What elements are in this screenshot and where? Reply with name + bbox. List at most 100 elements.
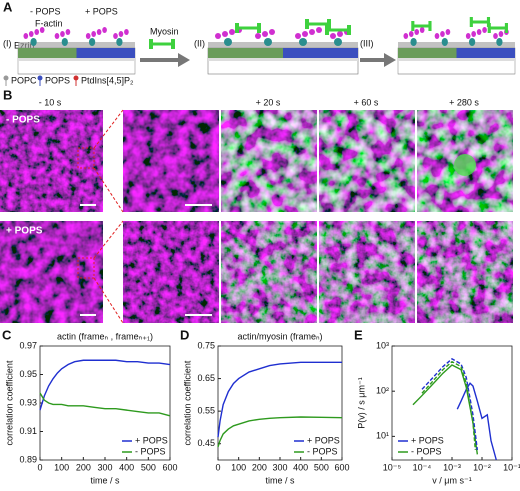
panel-label: D	[180, 327, 189, 342]
y-tick-label: 10³	[376, 340, 389, 350]
x-tick-label: 10⁻⁵	[383, 462, 402, 472]
step-label: (III)	[360, 38, 374, 48]
y-tick-label: 0.95	[19, 369, 37, 379]
x-axis-label: time / s	[90, 475, 120, 485]
membrane	[17, 26, 136, 75]
arrow	[140, 53, 190, 67]
y-axis-label: correlation coefficient	[4, 360, 14, 445]
x-tick-label: 0	[215, 462, 220, 472]
lipid-legend: POPC POPS PtdIns[4,5]P₂	[3, 75, 134, 86]
panel-label: B	[3, 87, 12, 102]
micrograph	[123, 221, 219, 323]
time-label: + 20 s	[256, 97, 281, 107]
membrane	[207, 19, 359, 75]
row-label: - POPS	[6, 115, 40, 126]
myosin-icon	[149, 39, 175, 49]
y-tick-label: 0.45	[197, 438, 215, 448]
zoom-line	[93, 167, 124, 213]
y-tick-label: 0.75	[197, 340, 215, 350]
x-tick-label: 300	[272, 462, 287, 472]
x-tick-label: 400	[293, 462, 308, 472]
legend-text: PtdIns[4,5]P₂	[81, 75, 134, 85]
myosin-overlay	[221, 221, 513, 323]
legend-label: + POPS	[411, 435, 444, 445]
x-tick-label: 0	[37, 462, 42, 472]
arrow	[360, 53, 396, 67]
panel-a: A (I) - POPS + POPS F-actin Ezrin Myosin…	[3, 0, 516, 86]
panel-b: B - 10 s + 20 s + 60 s + 280 s - POPS + …	[0, 87, 513, 324]
y-tick-label: 10²	[376, 386, 389, 396]
image-row: - POPS	[0, 109, 513, 213]
myosin-label: Myosin	[150, 26, 179, 36]
zoom-line	[93, 220, 124, 259]
f-actin-label: F-actin	[35, 18, 63, 28]
step-label: (I)	[3, 38, 12, 48]
micrograph	[0, 110, 103, 212]
condition: - POPS	[30, 6, 61, 16]
x-tick-label: 500	[314, 462, 329, 472]
y-axis-label: correlation coefficient	[182, 360, 192, 445]
x-tick-label: 10⁻³	[443, 462, 461, 472]
zoom-box	[77, 147, 95, 169]
time-label: - 10 s	[39, 97, 62, 107]
legend-text: POPS	[45, 75, 70, 85]
data-line	[456, 382, 497, 461]
condition: + POPS	[85, 6, 118, 16]
x-tick-label: 100	[54, 462, 69, 472]
x-tick-label: 10⁻⁴	[413, 462, 432, 472]
legend-label: + POPS	[135, 435, 168, 445]
data-line	[217, 416, 343, 448]
data-line	[39, 392, 171, 417]
zoom-box	[77, 257, 95, 279]
x-tick-label: 10⁻¹	[503, 462, 520, 472]
x-tick-label: 200	[252, 462, 267, 472]
x-tick-label: 100	[231, 462, 246, 472]
data-line	[217, 361, 342, 438]
data-line	[421, 360, 477, 451]
x-tick-label: 400	[119, 462, 134, 472]
chart-title: actin/myosin (frameₙ)	[237, 331, 322, 341]
data-line	[421, 357, 479, 451]
membrane	[397, 17, 516, 75]
legend-label: - POPS	[411, 446, 442, 456]
micrograph	[0, 221, 103, 323]
zoom-line	[93, 109, 124, 149]
y-tick-label: 0.91	[19, 426, 37, 436]
x-tick-label: 500	[141, 462, 156, 472]
chart-title: actin (frameₙ , frameₙ₊₁)	[57, 331, 153, 341]
legend-text: POPC	[11, 75, 37, 85]
y-tick-label: 0.89	[19, 454, 37, 464]
panel-label: C	[2, 327, 12, 342]
y-axis-label: P(v) / s μm⁻¹	[356, 377, 366, 428]
x-axis-label: v / μm s⁻¹	[432, 475, 471, 485]
y-tick-label: 10¹	[376, 431, 389, 441]
image-row: + POPS	[0, 220, 513, 324]
panel-label: A	[3, 0, 13, 14]
time-label: + 280 s	[449, 97, 479, 107]
y-tick-label: 0.65	[197, 373, 215, 383]
panel-label: E	[354, 327, 363, 342]
row-label: + POPS	[6, 226, 43, 237]
myosin-cluster	[454, 154, 476, 176]
chart: E 10⁻⁵ 10⁻⁴ 10⁻³ 10⁻² 10⁻¹ 10¹ 10² 10³ v / μm s⁻¹…	[354, 327, 520, 485]
step-label: (II)	[194, 38, 205, 48]
data-line	[39, 359, 171, 411]
legend-label: - POPS	[307, 446, 338, 456]
zoom-line	[93, 277, 124, 324]
legend-label: - POPS	[135, 446, 166, 456]
y-tick-label: 0.97	[19, 340, 37, 350]
y-tick-label: 0.93	[19, 397, 37, 407]
x-axis-label: time / s	[265, 475, 295, 485]
x-tick-label: 10⁻²	[473, 462, 491, 472]
x-tick-label: 600	[162, 462, 177, 472]
x-tick-label: 300	[97, 462, 112, 472]
time-label: + 60 s	[354, 97, 379, 107]
y-tick-label: 0.55	[197, 406, 215, 416]
x-tick-label: 200	[76, 462, 91, 472]
x-tick-label: 600	[334, 462, 349, 472]
legend-label: + POPS	[307, 435, 340, 445]
plot-frame	[391, 345, 513, 461]
